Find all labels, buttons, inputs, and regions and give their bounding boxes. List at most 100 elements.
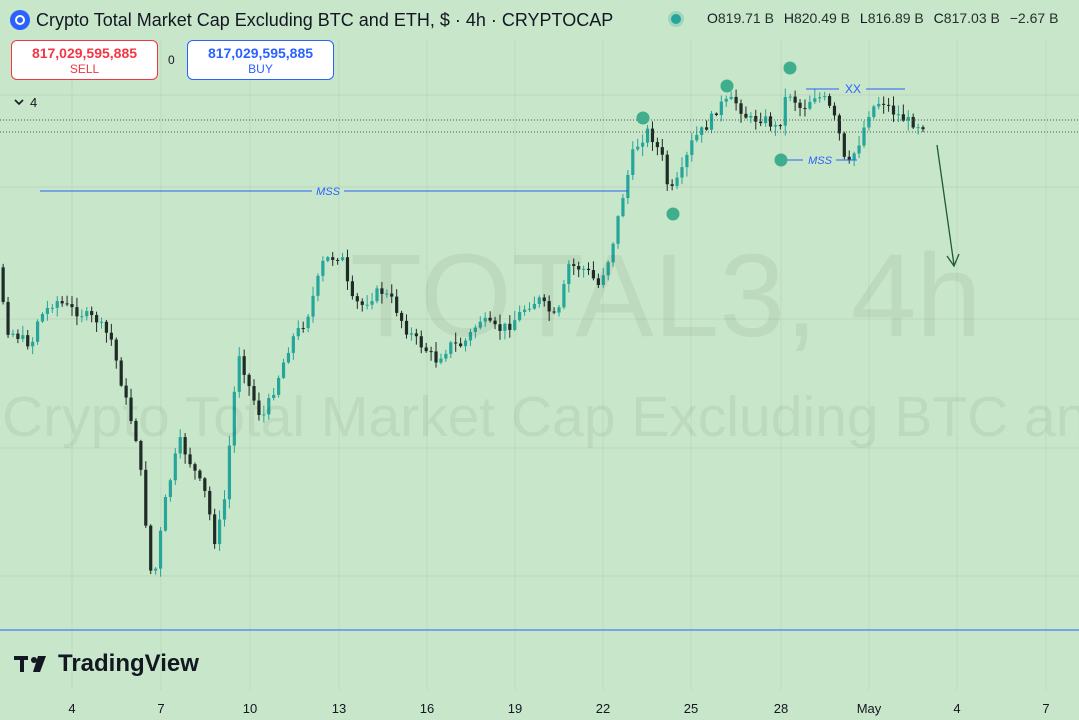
candle xyxy=(242,349,246,384)
candle xyxy=(178,429,182,459)
candle-body xyxy=(463,340,468,347)
candle-body xyxy=(114,339,118,361)
candle-body xyxy=(473,327,477,332)
candle xyxy=(503,322,507,340)
candle xyxy=(365,295,369,310)
candle-body xyxy=(281,362,286,378)
candle-body xyxy=(808,101,812,109)
candle xyxy=(321,256,325,282)
mss-label: MSS xyxy=(808,155,833,167)
candle xyxy=(749,112,753,124)
candle xyxy=(35,319,40,345)
swing-point-marker xyxy=(720,79,734,93)
candle-body xyxy=(459,343,463,347)
candle xyxy=(198,469,202,482)
candle-body xyxy=(877,103,881,107)
x-tick-label: 4 xyxy=(68,701,75,716)
candle-body xyxy=(252,386,256,401)
candle xyxy=(473,324,477,339)
candle-body xyxy=(222,499,227,520)
candle-body xyxy=(572,264,576,266)
candle xyxy=(163,494,168,532)
candle xyxy=(424,342,428,353)
candle xyxy=(704,120,709,131)
candle xyxy=(222,490,227,527)
indicators-toggle[interactable]: 4 xyxy=(14,95,37,110)
candle-body xyxy=(680,167,684,178)
candle-body xyxy=(896,114,901,116)
candle xyxy=(139,439,143,476)
candle xyxy=(409,327,414,341)
candle xyxy=(685,151,689,177)
candle xyxy=(606,260,610,281)
candle xyxy=(891,96,896,123)
symbol-title[interactable]: Crypto Total Market Cap Excluding BTC an… xyxy=(36,9,614,30)
candle xyxy=(665,150,669,191)
candle xyxy=(808,95,812,111)
candle-body xyxy=(444,353,448,359)
candle-body xyxy=(385,293,389,295)
x-tick-label: 19 xyxy=(508,701,522,716)
down-arrow-head xyxy=(946,253,960,268)
candle xyxy=(340,252,345,262)
candle xyxy=(227,435,232,509)
candle xyxy=(213,508,217,549)
candle xyxy=(842,131,846,160)
candle-body xyxy=(399,312,404,321)
candle xyxy=(783,88,787,136)
candle-body xyxy=(842,133,846,157)
candle xyxy=(183,433,187,464)
candle-body xyxy=(168,480,172,498)
tradingview-logo-icon xyxy=(14,656,46,672)
candle-body xyxy=(163,497,168,531)
candle-body xyxy=(154,568,158,571)
candle-body xyxy=(749,116,753,118)
candle-body xyxy=(606,262,610,276)
candle xyxy=(390,284,394,304)
candle xyxy=(336,257,340,265)
candle xyxy=(459,337,463,348)
candle xyxy=(690,132,694,162)
candle-body xyxy=(483,317,487,322)
candle xyxy=(345,249,350,290)
candle xyxy=(621,194,625,218)
candle xyxy=(788,93,792,102)
candle xyxy=(483,312,487,327)
candle-body xyxy=(124,385,128,398)
candle-body xyxy=(813,98,817,102)
candle-body xyxy=(419,336,423,348)
candle-body xyxy=(616,216,620,244)
candle-body xyxy=(503,323,507,331)
chart-header[interactable]: Crypto Total Market Cap Excluding BTC an… xyxy=(10,8,613,32)
symbol-logo-icon xyxy=(10,10,30,30)
market-status-icon[interactable] xyxy=(671,14,681,24)
candle xyxy=(562,280,566,310)
candle-body xyxy=(921,127,925,130)
ohlc-values: O819.71 B H820.49 B L816.89 B C817.03 B … xyxy=(707,10,1064,26)
candle-body xyxy=(217,519,222,545)
candle xyxy=(316,273,320,302)
candle-body xyxy=(188,454,192,465)
candle xyxy=(463,338,468,352)
sell-button[interactable]: 817,029,595,885 SELL xyxy=(11,40,158,80)
tradingview-logo[interactable]: TradingView xyxy=(14,650,199,678)
candle xyxy=(616,215,620,249)
candle xyxy=(660,138,664,161)
candle xyxy=(882,96,886,114)
candle-body xyxy=(434,351,438,363)
candle xyxy=(488,311,492,323)
candle-body xyxy=(557,307,561,313)
buy-button[interactable]: 817,029,595,885 BUY xyxy=(187,40,334,80)
candle xyxy=(16,329,20,344)
candle-body xyxy=(31,341,35,347)
candle-body xyxy=(552,311,556,313)
candle-body xyxy=(301,327,305,329)
candle xyxy=(188,447,192,468)
candle xyxy=(591,261,596,281)
x-tick-label: 4 xyxy=(953,701,960,716)
candle xyxy=(847,150,851,164)
candle-body xyxy=(886,104,891,106)
candle xyxy=(921,125,925,133)
candle-body xyxy=(823,96,827,98)
